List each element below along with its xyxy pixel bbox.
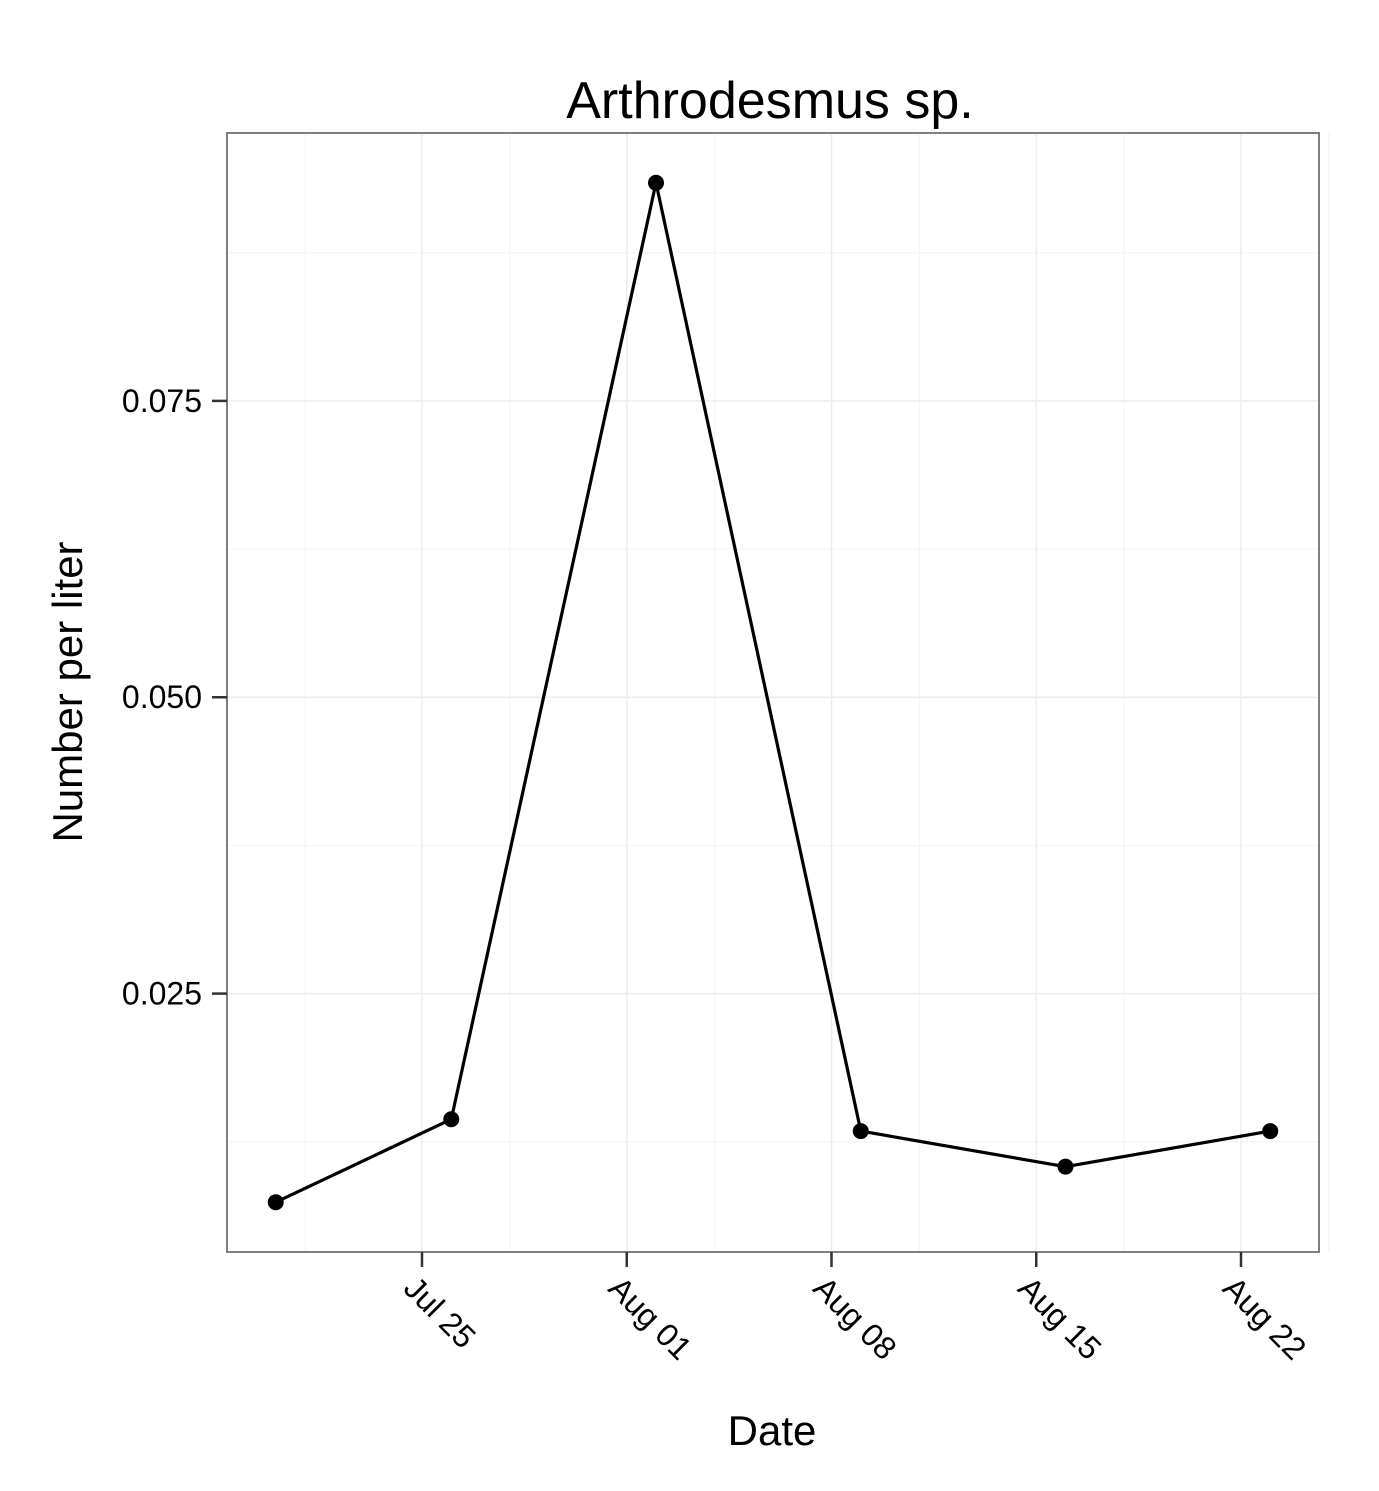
- x-tick-label: Aug 01: [602, 1269, 699, 1366]
- series-line: [275, 181, 1271, 1204]
- plot-panel: [226, 132, 1320, 1253]
- x-tick-label: Aug 15: [1011, 1269, 1108, 1366]
- data-point: [1262, 1123, 1279, 1140]
- data-point: [852, 1123, 869, 1140]
- data-point: [648, 174, 664, 191]
- y-axis-label: Number per liter: [44, 541, 91, 842]
- x-tick-label: Jul 25: [397, 1269, 483, 1355]
- series-layer: [267, 174, 1279, 1211]
- y-tick-label: 0.075: [122, 383, 202, 419]
- chart-title: Arthrodesmus sp.: [566, 72, 974, 130]
- grid-lines: [227, 133, 1330, 1252]
- axes: 0.025 0.050 0.075 Jul 25 Aug 01 Aug 08 Aug 15 A…: [122, 383, 1313, 1367]
- data-point: [1057, 1158, 1074, 1175]
- x-tick-label: Aug 08: [807, 1269, 904, 1366]
- data-point: [443, 1111, 460, 1128]
- y-tick-label: 0.050: [122, 679, 202, 715]
- y-tick-label: 0.025: [122, 976, 202, 1012]
- data-point: [267, 1194, 284, 1211]
- x-tick-label: Aug 22: [1216, 1269, 1313, 1366]
- x-axis-label: Date: [728, 1407, 817, 1454]
